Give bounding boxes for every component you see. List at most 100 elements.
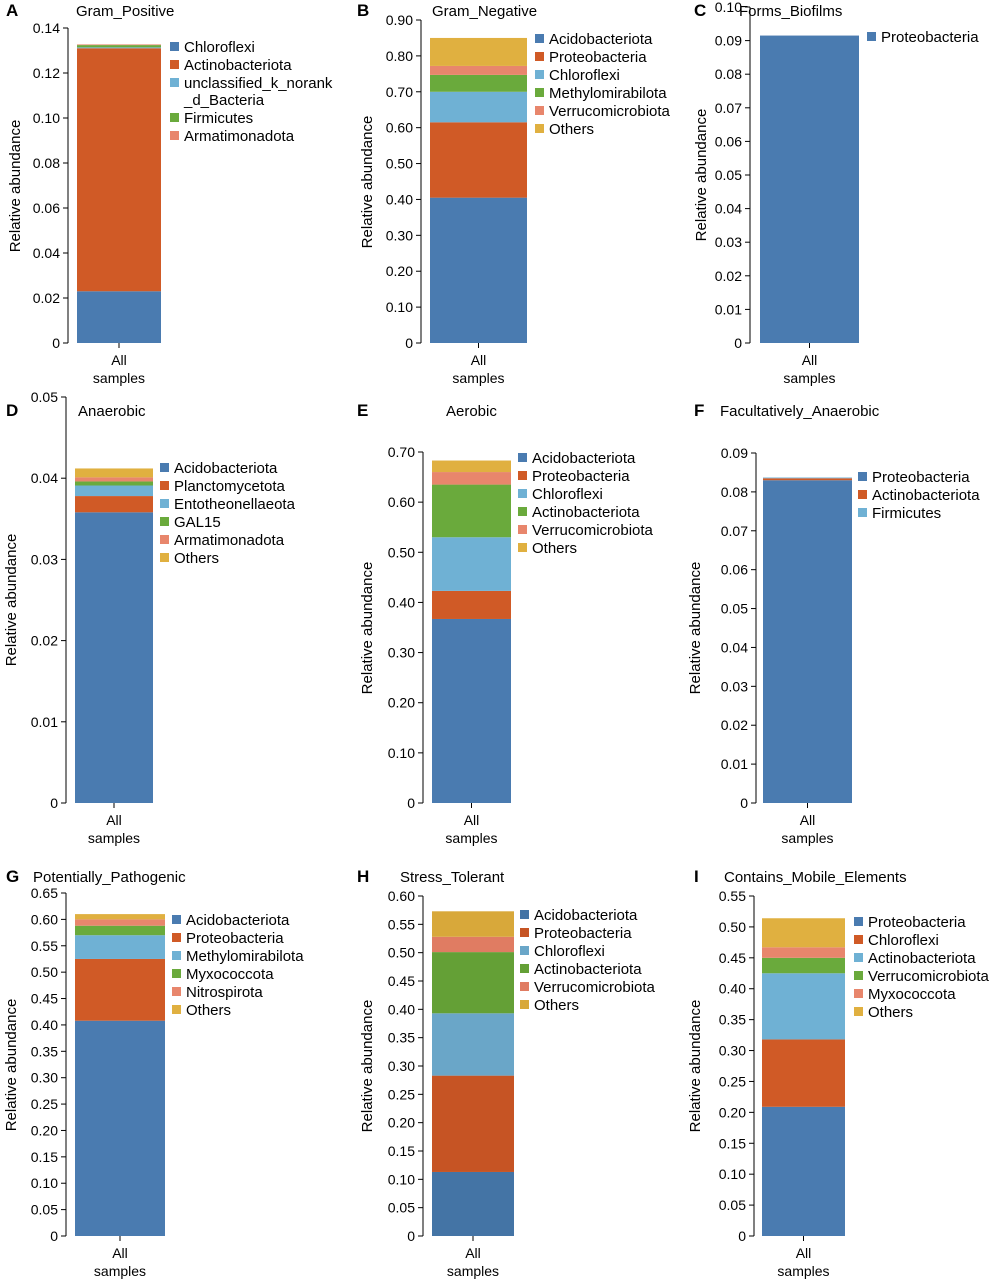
- bar-segment-others: [430, 37, 527, 66]
- legend-swatch: [520, 1000, 529, 1009]
- bar-segment-armatimonadota: [75, 477, 153, 482]
- y-tick-label: 0.02: [31, 633, 58, 649]
- legend-label: Acidobacteriota: [534, 907, 638, 924]
- bar-segment-proteobacteria: [432, 1075, 514, 1172]
- y-tick-label: 0: [734, 335, 742, 351]
- y-tick-label: 0.04: [31, 470, 58, 486]
- legend-label: Proteobacteria: [532, 468, 630, 485]
- y-tick-label: 0.05: [31, 389, 58, 405]
- bar-segment-entotheonellaeota: [75, 485, 153, 497]
- bar-segment-proteobacteria: [762, 1106, 845, 1236]
- bar-segment-chloroflexi: [762, 1039, 845, 1107]
- chart-title: Gram_Positive: [76, 3, 174, 20]
- bar-segment-verrucomicrobiota: [430, 65, 527, 75]
- bar-segment-actinobacteriota: [762, 973, 845, 1040]
- bar-segment-acidobacteriota: [432, 1171, 514, 1236]
- legend-swatch: [854, 971, 863, 980]
- legend-label: Armatimonadota: [174, 532, 285, 549]
- legend-label: Chloroflexi: [534, 943, 605, 960]
- legend-label: Acidobacteriota: [174, 460, 278, 477]
- legend-swatch: [172, 969, 181, 978]
- y-tick-label: 0.15: [719, 1135, 746, 1151]
- bar-segment-gal15: [75, 481, 153, 486]
- legend-label: Methylomirabilota: [186, 948, 304, 965]
- legend-label: Planctomycetota: [174, 478, 286, 495]
- bar-segment-methylomirabilota: [430, 74, 527, 92]
- y-tick-label: 0.12: [33, 65, 60, 81]
- legend-label: Actinobacteriota: [184, 57, 292, 74]
- x-tick-label: samples: [452, 370, 504, 386]
- y-tick-label: 0.55: [719, 888, 746, 904]
- panel-letter: B: [357, 1, 369, 20]
- legend-swatch: [172, 987, 181, 996]
- bar-segment-chloroflexi: [77, 291, 161, 343]
- bar-segment-verrucomicrobiota: [762, 957, 845, 974]
- x-tick-label: All: [796, 1245, 812, 1261]
- legend-label: Verrucomicrobiota: [534, 979, 656, 996]
- legend-swatch: [858, 508, 867, 517]
- y-tick-label: 0.70: [388, 444, 415, 460]
- y-tick-label: 0.05: [721, 601, 748, 617]
- legend-label: Proteobacteria: [186, 930, 284, 947]
- y-tick-label: 0.05: [715, 167, 742, 183]
- legend-swatch: [520, 964, 529, 973]
- panel-letter: D: [6, 401, 18, 420]
- y-axis-label: Relative abundance: [359, 562, 376, 695]
- legend-swatch: [520, 946, 529, 955]
- chart-title: Contains_Mobile_Elements: [724, 869, 907, 886]
- y-tick-label: 0.40: [31, 1017, 58, 1033]
- y-tick-label: 0.05: [31, 1202, 58, 1218]
- bar-segment-acidobacteriota: [432, 618, 511, 803]
- y-axis-label: Relative abundance: [687, 562, 704, 695]
- bar-segment-actinobacteriota: [432, 484, 511, 538]
- y-tick-label: 0.20: [388, 1115, 415, 1131]
- y-tick-label: 0.30: [386, 227, 413, 243]
- x-tick-label: All: [111, 352, 127, 368]
- y-tick-label: 0.35: [388, 1030, 415, 1046]
- legend-label: unclassified_k_norank: [184, 75, 333, 92]
- y-tick-label: 0.50: [719, 919, 746, 935]
- y-tick-label: 0.65: [31, 885, 58, 901]
- y-tick-label: 0.07: [721, 523, 748, 539]
- legend-swatch: [160, 553, 169, 562]
- x-tick-label: samples: [781, 830, 833, 846]
- y-tick-label: 0.40: [386, 191, 413, 207]
- x-tick-label: samples: [783, 370, 835, 386]
- legend-swatch: [518, 471, 527, 480]
- y-tick-label: 0.70: [386, 84, 413, 100]
- bar-segment-firmicutes: [77, 45, 161, 48]
- y-tick-label: 0.10: [715, 0, 742, 15]
- panel-g: G Potentially_Pathogenic 0 0.05 0.10 0.15 0.20…: [3, 867, 304, 1279]
- legend-swatch: [160, 517, 169, 526]
- bar-segment-myxococcota: [75, 925, 165, 936]
- legend-label: Others: [532, 540, 577, 557]
- bar-segment-chloroflexi: [430, 91, 527, 123]
- y-tick-label: 0.20: [31, 1122, 58, 1138]
- panel-letter: G: [6, 867, 19, 886]
- legend-swatch: [854, 935, 863, 944]
- bar-segment-proteobacteria: [430, 122, 527, 198]
- y-axis-label: Relative abundance: [687, 1000, 704, 1133]
- y-tick-label: 0.06: [715, 133, 742, 149]
- chart-title: Facultatively_Anaerobic: [720, 403, 880, 420]
- legend-swatch: [172, 951, 181, 960]
- y-tick-label: 0.60: [388, 888, 415, 904]
- legend-swatch: [520, 928, 529, 937]
- y-tick-label: 0: [52, 335, 60, 351]
- y-tick-label: 0.08: [721, 484, 748, 500]
- y-tick-label: 0.60: [386, 120, 413, 136]
- panel-h: H Stress_Tolerant 0 0.05 0.10 0.15 0.20 0.25 0.3…: [357, 867, 656, 1279]
- y-tick-label: 0.03: [721, 678, 748, 694]
- legend-label: _d_Bacteria: [183, 92, 265, 109]
- bar-segment-proteobacteria: [760, 35, 859, 344]
- legend-label: Actinobacteriota: [868, 950, 976, 967]
- legend-label: Verrucomicrobiota: [532, 522, 654, 539]
- y-tick-label: 0.05: [719, 1197, 746, 1213]
- y-tick-label: 0.10: [388, 745, 415, 761]
- y-tick-label: 0.03: [31, 551, 58, 567]
- y-tick-label: 0.45: [388, 973, 415, 989]
- bar-segment-chloroflexi: [432, 1013, 514, 1076]
- legend-label: Acidobacteriota: [186, 912, 290, 929]
- bar-segment-acidobacteriota: [75, 1020, 165, 1236]
- x-tick-label: samples: [447, 1263, 499, 1279]
